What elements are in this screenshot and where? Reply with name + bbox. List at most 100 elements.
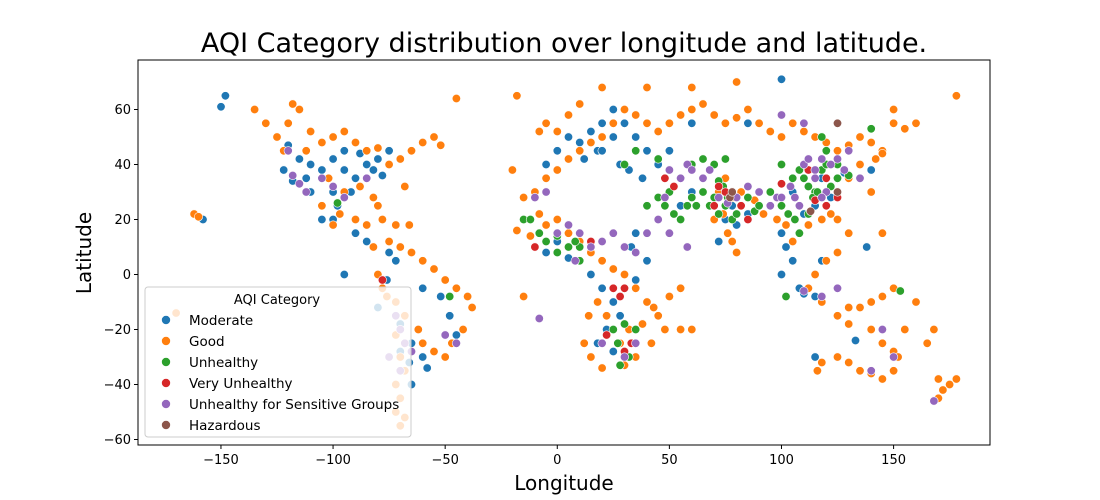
data-point-unhealthy-66 — [698, 154, 708, 164]
data-point-good-33 — [391, 220, 401, 230]
data-point-good-19 — [288, 99, 298, 109]
y-tick-label-5: 40 — [114, 158, 131, 173]
data-point-unhealthy-for-sensitive-groups-19 — [586, 242, 596, 252]
data-point-good-177 — [866, 297, 876, 307]
data-point-unhealthy-for-sensitive-groups-56 — [817, 193, 827, 203]
data-point-good-28 — [328, 220, 338, 230]
data-point-unhealthy-for-sensitive-groups-45 — [803, 154, 813, 164]
data-point-good-98 — [832, 146, 842, 156]
x-tick-label-4: 50 — [661, 453, 678, 468]
data-point-good-48 — [429, 346, 439, 356]
data-point-good-10 — [362, 146, 372, 156]
data-point-good-202 — [911, 297, 921, 307]
data-point-unhealthy-for-sensitive-groups-66 — [631, 338, 641, 348]
x-tick-label-5: 100 — [769, 453, 794, 468]
data-point-unhealthy-for-sensitive-groups-70 — [664, 228, 674, 238]
data-point-unhealthy-for-sensitive-groups-59 — [817, 291, 827, 301]
data-point-good-201 — [900, 324, 910, 334]
data-point-very-unhealthy-9 — [608, 283, 618, 293]
data-point-very-unhealthy-12 — [602, 330, 612, 340]
data-point-good-107 — [732, 77, 742, 87]
data-point-good-32 — [377, 215, 387, 225]
x-tick-label-1: −100 — [315, 453, 351, 468]
data-point-moderate-23 — [377, 171, 387, 181]
data-point-good-91 — [754, 118, 764, 128]
legend-label-4: Unhealthy for Sensitive Groups — [189, 397, 399, 413]
data-point-unhealthy-for-sensitive-groups-24 — [642, 228, 652, 238]
data-point-moderate-35 — [422, 363, 432, 373]
data-point-hazardous-4 — [806, 206, 816, 216]
x-axis-title: Longitude — [514, 471, 613, 495]
data-point-good-38 — [406, 248, 416, 258]
data-point-good-90 — [743, 105, 753, 115]
data-point-moderate-52 — [631, 132, 641, 142]
data-point-good-125 — [597, 256, 607, 266]
y-tick-label-2: −20 — [104, 323, 131, 338]
data-point-good-143 — [637, 319, 647, 329]
data-point-moderate-48 — [586, 127, 596, 137]
data-point-good-115 — [534, 127, 544, 137]
data-point-good-93 — [776, 132, 786, 142]
data-point-moderate-66 — [586, 269, 596, 279]
data-point-moderate-46 — [563, 132, 573, 142]
data-point-hazardous-2 — [727, 187, 737, 197]
data-point-unhealthy-for-sensitive-groups-54 — [799, 118, 809, 128]
data-point-good-195 — [938, 385, 948, 395]
data-point-good-11 — [373, 143, 383, 153]
data-point-moderate-83 — [714, 237, 724, 247]
data-point-very-unhealthy-4 — [736, 201, 746, 211]
data-point-unhealthy-for-sensitive-groups-6 — [339, 193, 349, 203]
data-point-unhealthy-31 — [732, 209, 742, 219]
data-point-unhealthy-for-sensitive-groups-73 — [570, 256, 580, 266]
data-point-good-166 — [826, 209, 836, 219]
data-point-good-45 — [458, 324, 468, 334]
data-point-good-113 — [552, 127, 562, 137]
data-point-good-189 — [832, 352, 842, 362]
data-point-good-194 — [945, 379, 955, 389]
y-axis-title: Latitude — [72, 212, 96, 294]
data-point-good-72 — [541, 173, 551, 183]
data-point-unhealthy-for-sensitive-groups-36 — [743, 182, 753, 192]
data-point-good-82 — [653, 127, 663, 137]
data-point-good-117 — [512, 226, 522, 236]
data-point-very-unhealthy-0 — [660, 173, 670, 183]
data-point-unhealthy-33 — [743, 193, 753, 203]
data-point-moderate-17 — [301, 173, 311, 183]
data-point-good-15 — [418, 138, 428, 148]
data-point-good-185 — [877, 374, 887, 384]
data-point-good-203 — [877, 228, 887, 238]
data-point-moderate-104 — [850, 335, 860, 345]
data-point-good-181 — [877, 338, 887, 348]
data-point-good-192 — [844, 302, 854, 312]
data-point-good-200 — [929, 324, 939, 334]
data-point-moderate-15 — [317, 215, 327, 225]
data-point-unhealthy-for-sensitive-groups-7 — [362, 173, 372, 183]
legend: AQI Category Moderate Good Unhealthy Very U… — [144, 286, 412, 438]
data-point-unhealthy-52 — [790, 215, 800, 225]
data-point-good-118 — [525, 231, 535, 241]
data-point-moderate-0 — [220, 91, 230, 101]
data-point-good-191 — [812, 366, 822, 376]
legend-label-2: Unhealthy — [189, 355, 258, 371]
data-point-good-9 — [350, 138, 360, 148]
data-point-moderate-27 — [362, 237, 372, 247]
data-point-moderate-8 — [339, 165, 349, 175]
data-point-moderate-103 — [866, 165, 876, 175]
data-point-unhealthy-for-sensitive-groups-30 — [687, 165, 697, 175]
data-point-good-50 — [413, 324, 423, 334]
data-point-good-135 — [597, 363, 607, 373]
data-point-good-7 — [328, 132, 338, 142]
data-point-very-unhealthy-8 — [821, 201, 831, 211]
data-point-moderate-79 — [631, 228, 641, 238]
data-point-good-103 — [889, 118, 899, 128]
data-point-good-111 — [575, 99, 585, 109]
data-point-good-87 — [709, 110, 719, 120]
data-point-unhealthy-for-sensitive-groups-31 — [698, 173, 708, 183]
chart-title: AQI Category distribution over longitude… — [201, 28, 927, 59]
data-point-unhealthy-0 — [332, 198, 342, 208]
legend-items: Moderate Good Unhealthy Very Unhealthy Unhea… — [161, 313, 399, 434]
data-point-good-8 — [339, 127, 349, 137]
data-point-moderate-1 — [216, 102, 226, 112]
data-point-unhealthy-for-sensitive-groups-17 — [563, 220, 573, 230]
data-point-unhealthy-7 — [541, 237, 551, 247]
